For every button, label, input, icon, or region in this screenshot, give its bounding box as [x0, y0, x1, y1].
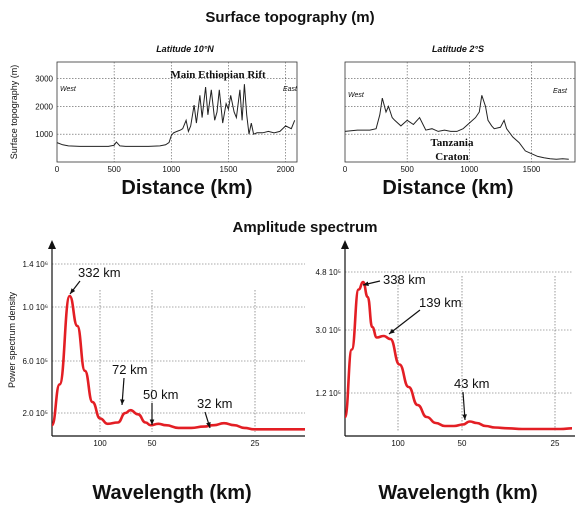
spectrum-2s-ytick: 1.2 10⁵: [315, 389, 341, 398]
spectrum-10n-ytick: 1.0 10⁶: [22, 303, 48, 312]
topo-10n-west-label: West: [60, 86, 77, 93]
spectrum-2s-xtick: 100: [391, 439, 405, 448]
spectrum-heading: Amplitude spectrum: [232, 219, 377, 236]
spectrum-2s-curve: [343, 280, 573, 431]
spectrum-10n-ticks: 1.4 10⁶ 1.0 10⁶ 6.0 10⁵ 2.0 10⁵ 100 50 25: [22, 260, 260, 448]
topo-10n-gridlines: [57, 62, 297, 162]
spectrum-10n-xtick: 100: [93, 439, 107, 448]
topo-2s-west-label: West: [348, 92, 365, 99]
spectrum-10n-peak-label: 50 km: [143, 387, 178, 402]
spectrum-10n-arrowhead-icon: [149, 419, 155, 425]
topo-10n-profile: [56, 84, 296, 147]
spectrum-2s-peak-labels: 338 km 139 km 43 km: [362, 272, 489, 421]
spectrum-2s-xtick: 50: [458, 439, 467, 448]
spectrum-10n-xlabel: Wavelength (km): [92, 482, 251, 504]
spectrum-10n-peak-labels: 332 km 72 km 50 km 32 km: [69, 265, 232, 429]
topo-2s-profile: [344, 95, 569, 160]
spectrum-10n-ylabel: Power spectrum density: [7, 291, 17, 388]
spectrum-10n-xtick: 25: [251, 439, 260, 448]
topo-10n-east-label: East: [283, 86, 298, 93]
topo-10n-xtick: 1500: [220, 165, 238, 174]
spectrum-2s-gridlines: [345, 271, 572, 432]
topo-10n-xtick: 2000: [277, 165, 295, 174]
spectrum-2s-arrowhead-icon: [462, 414, 467, 420]
spectrum-10n-arrowhead-icon: [120, 399, 125, 405]
spectrum-2s-xlabel: Wavelength (km): [378, 482, 537, 504]
spectrum-2s-peak-label: 43 km: [454, 376, 489, 391]
topo-2s-gridlines: [345, 62, 575, 162]
topo-2s-subtitle: Latitude 2°S: [432, 44, 484, 54]
topo-2s-xtick: 0: [343, 165, 348, 174]
spectrum-10n-peak-label: 32 km: [197, 396, 232, 411]
spectrum-2s-ytick: 4.8 10⁵: [315, 268, 341, 277]
spectrum-10n-arrowhead-icon: [206, 422, 211, 428]
panel-topo-10n: Latitude 10°N Main Ethiopian Rift West E…: [9, 44, 298, 199]
topo-10n-xlabel: Distance (km): [121, 177, 252, 199]
topo-2s-xtick: 1500: [523, 165, 541, 174]
topo-2s-ticks: 0 500 1000 1500: [343, 165, 541, 174]
topo-10n-xtick: 0: [55, 165, 60, 174]
spectrum-10n-peak-label: 72 km: [112, 362, 147, 377]
spectrum-2s-arrowhead-icon: [363, 281, 369, 286]
topo-10n-ticks: 1000 2000 3000 0 500 1000 1500 2000: [35, 75, 295, 174]
topo-10n-ytick: 2000: [35, 102, 53, 111]
craton-label: Craton: [435, 151, 469, 163]
topo-10n-subtitle: Latitude 10°N: [156, 44, 214, 54]
spectrum-2s-peak-label: 338 km: [383, 272, 426, 287]
topo-2s-frame: [344, 61, 576, 163]
spectrum-10n-y-arrow-icon: [48, 240, 56, 249]
topo-2s-east-label: East: [553, 88, 568, 95]
main-ethiopian-rift-label: Main Ethiopian Rift: [170, 69, 266, 81]
spectrum-2s-ticks: 4.8 10⁵ 3.0 10⁵ 1.2 10⁵ 100 50 25: [315, 268, 560, 448]
spectrum-10n-gridlines: [52, 263, 305, 432]
spectrum-2s-xtick: 25: [551, 439, 560, 448]
tanzania-label: Tanzania: [430, 137, 474, 149]
topo-2s-xtick: 500: [400, 165, 414, 174]
panel-topo-2s: Latitude 2°S Tanzania Craton West East D…: [343, 44, 576, 199]
topo-10n-ytick: 3000: [35, 75, 53, 84]
spectrum-10n-curve: [50, 294, 305, 431]
spectrum-10n-ytick: 6.0 10⁵: [22, 357, 48, 366]
topo-10n-ylabel: Surface topography (m): [9, 65, 19, 160]
spectrum-10n-ytick: 2.0 10⁵: [22, 409, 48, 418]
spectrum-10n-ytick: 1.4 10⁶: [22, 260, 48, 269]
topo-10n-xtick: 1000: [162, 165, 180, 174]
topo-10n-xtick: 500: [107, 165, 121, 174]
topography-heading: Surface topography (m): [205, 9, 374, 26]
topo-2s-xtick: 1000: [460, 165, 478, 174]
spectrum-10n-arrowhead-icon: [70, 288, 76, 294]
spectrum-10n-xtick: 50: [148, 439, 157, 448]
spectrum-2s-ytick: 3.0 10⁵: [315, 326, 341, 335]
spectrum-2s-arrowhead-icon: [389, 328, 395, 334]
spectrum-10n-peak-label: 332 km: [78, 265, 121, 280]
spectrum-2s-peak-label: 139 km: [419, 295, 462, 310]
topo-10n-frame: [56, 61, 298, 163]
panel-spectrum-10n: Power spectrum density Wavelength (km) 1…: [7, 240, 305, 504]
spectrum-2s-y-arrow-icon: [341, 240, 349, 249]
spectrum-2s-peak-arrow: [388, 309, 421, 335]
topo-2s-xlabel: Distance (km): [382, 177, 513, 199]
panel-spectrum-2s: Wavelength (km) 4.8 10⁵ 3.0 10⁵ 1.2 10⁵ 100…: [315, 240, 575, 504]
topo-10n-ytick: 1000: [35, 130, 53, 139]
